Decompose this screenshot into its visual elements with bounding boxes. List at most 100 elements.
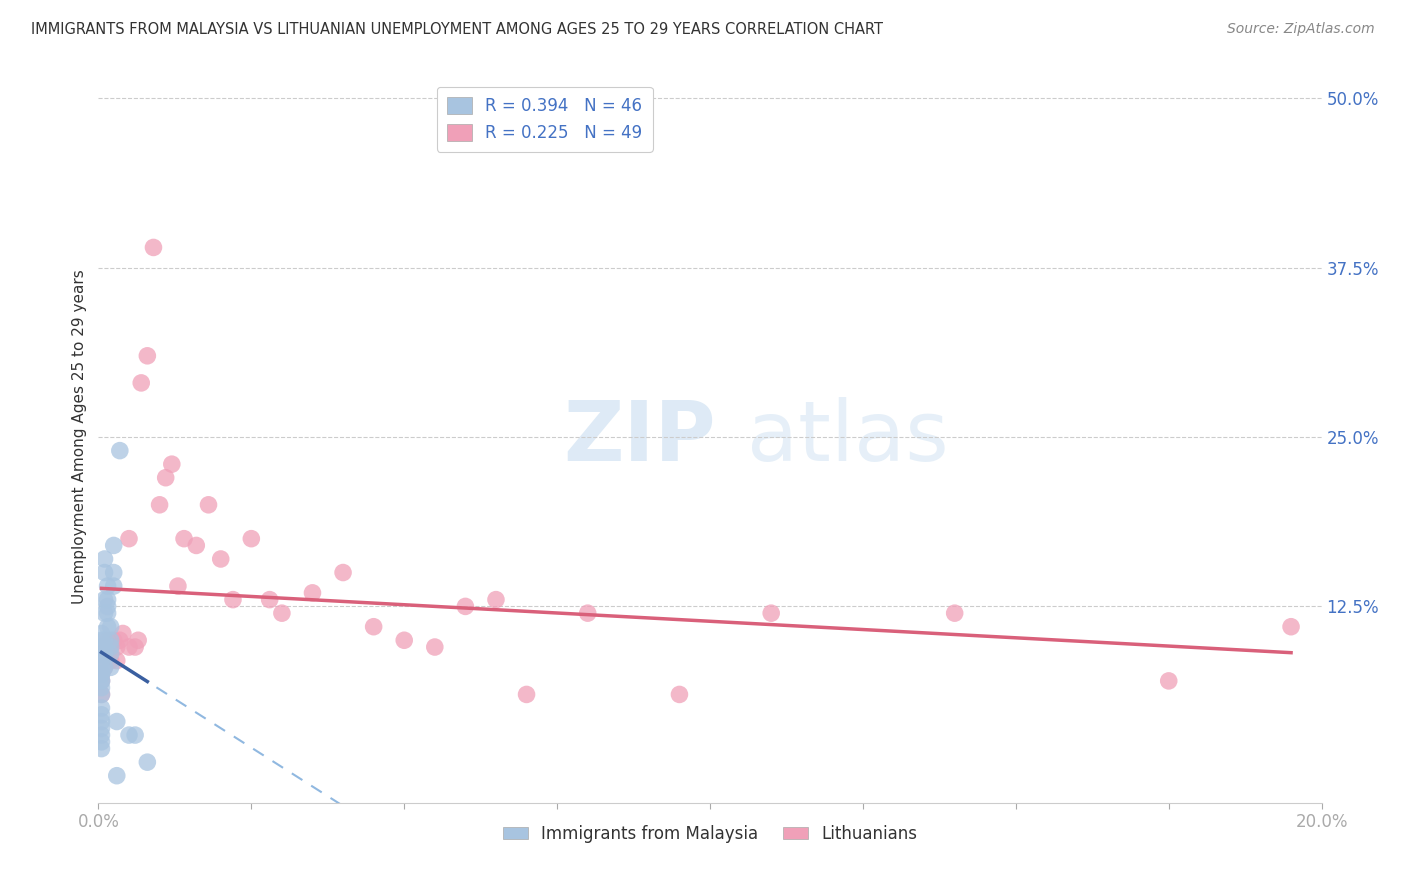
Point [129, 376, 152, 390]
Point [97, 633, 120, 648]
Point [167, 579, 190, 593]
Point [100, 647, 122, 661]
Point [118, 532, 141, 546]
Point [90, 647, 112, 661]
Text: atlas: atlas [747, 397, 949, 477]
Point [160, 457, 183, 471]
Point [97, 599, 120, 614]
Point [222, 592, 245, 607]
Point [576, 606, 599, 620]
Point [93, 647, 115, 661]
Point [454, 599, 477, 614]
Legend: Immigrants from Malaysia, Lithuanians: Immigrants from Malaysia, Lithuanians [496, 818, 924, 849]
Point [103, 566, 125, 580]
Point [105, 640, 128, 654]
Point [93, 566, 115, 580]
Point [209, 552, 232, 566]
Point [90, 735, 112, 749]
Point [240, 532, 263, 546]
Point [516, 688, 538, 702]
Point [90, 741, 112, 756]
Point [93, 592, 115, 607]
Point [90, 714, 112, 729]
Point [103, 579, 125, 593]
Point [97, 579, 120, 593]
Point [90, 660, 112, 674]
Point [108, 443, 131, 458]
Point [90, 673, 112, 688]
Point [943, 606, 966, 620]
Point [485, 592, 508, 607]
Point [90, 721, 112, 735]
Point [100, 654, 122, 668]
Point [90, 660, 112, 674]
Point [90, 707, 112, 722]
Point [127, 633, 149, 648]
Point [270, 606, 292, 620]
Point [93, 606, 115, 620]
Text: IMMIGRANTS FROM MALAYSIA VS LITHUANIAN UNEMPLOYMENT AMONG AGES 25 TO 29 YEARS CO: IMMIGRANTS FROM MALAYSIA VS LITHUANIAN U… [31, 22, 883, 37]
Point [668, 688, 690, 702]
Point [93, 552, 115, 566]
Point [93, 647, 115, 661]
Point [136, 349, 159, 363]
Point [90, 667, 112, 681]
Point [759, 606, 782, 620]
Point [90, 633, 112, 648]
Point [1279, 620, 1302, 634]
Point [197, 498, 219, 512]
Point [97, 620, 120, 634]
Point [108, 633, 131, 648]
Point [97, 606, 120, 620]
Point [90, 667, 112, 681]
Point [90, 728, 112, 742]
Point [100, 640, 122, 654]
Text: Source: ZipAtlas.com: Source: ZipAtlas.com [1227, 22, 1375, 37]
Point [90, 640, 112, 654]
Point [93, 633, 115, 648]
Point [90, 673, 112, 688]
Point [186, 538, 208, 552]
Point [124, 728, 146, 742]
Point [100, 640, 122, 654]
Point [105, 654, 128, 668]
Point [105, 769, 128, 783]
Point [142, 240, 165, 254]
Point [332, 566, 354, 580]
Point [90, 626, 112, 640]
Point [90, 673, 112, 688]
Point [173, 532, 195, 546]
Point [118, 640, 141, 654]
Point [90, 688, 112, 702]
Point [392, 633, 416, 648]
Point [259, 592, 281, 607]
Point [90, 647, 112, 661]
Point [97, 592, 120, 607]
Point [124, 640, 146, 654]
Point [100, 660, 122, 674]
Point [90, 701, 112, 715]
Point [118, 728, 141, 742]
Point [1157, 673, 1180, 688]
Point [93, 660, 115, 674]
Point [111, 626, 134, 640]
Point [301, 586, 323, 600]
Text: ZIP: ZIP [564, 397, 716, 477]
Point [105, 714, 128, 729]
Point [363, 620, 385, 634]
Point [423, 640, 446, 654]
Point [93, 640, 115, 654]
Point [155, 471, 177, 485]
Point [149, 498, 172, 512]
Point [103, 633, 125, 648]
Y-axis label: Unemployment Among Ages 25 to 29 years: Unemployment Among Ages 25 to 29 years [72, 269, 87, 605]
Point [93, 660, 115, 674]
Point [90, 688, 112, 702]
Point [90, 681, 112, 695]
Point [100, 633, 122, 648]
Point [103, 538, 125, 552]
Point [136, 755, 159, 769]
Point [97, 640, 120, 654]
Point [100, 620, 122, 634]
Point [90, 654, 112, 668]
